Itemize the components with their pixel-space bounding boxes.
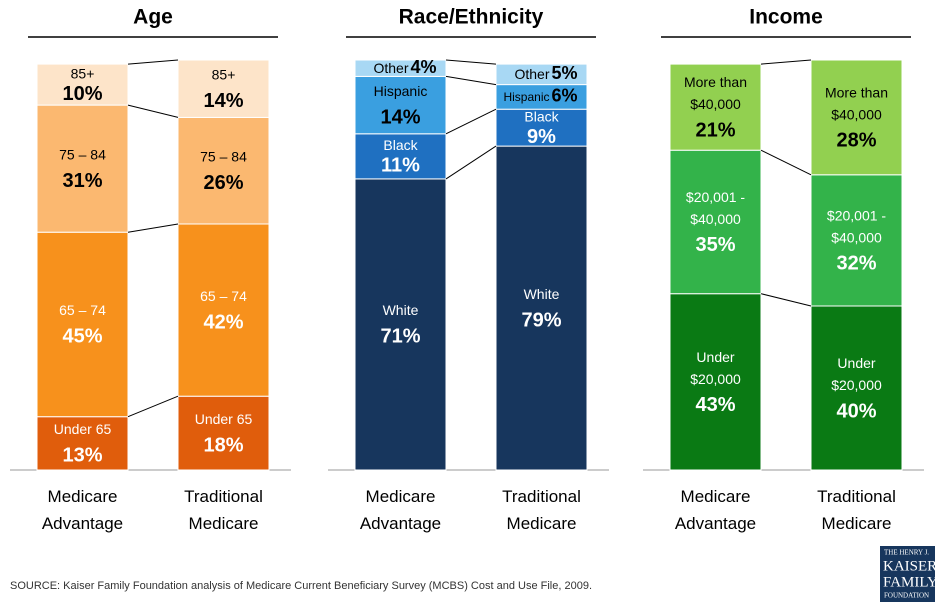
value-label: 6% <box>552 86 578 106</box>
logo-text: THE HENRY J. <box>884 549 929 557</box>
bar-segment <box>495 84 588 110</box>
value-label: 11% <box>381 155 420 177</box>
value-label: 14% <box>380 106 420 128</box>
bar-segment <box>669 149 762 295</box>
category-label: Medicare Advantage <box>675 487 756 533</box>
connector <box>760 59 812 65</box>
bar-segment <box>495 145 588 471</box>
value-label: 71% <box>380 326 420 348</box>
segment-name: White <box>383 302 419 318</box>
bar-segment <box>810 59 903 176</box>
segment-name: Hispanic <box>374 83 428 99</box>
chart-title: Income <box>749 6 823 29</box>
segment-name: Under $20,000 <box>690 349 741 387</box>
bar-segment <box>354 75 447 135</box>
bar-segment <box>177 59 270 118</box>
logo-text: FOUNDATION <box>884 592 929 600</box>
connector <box>445 75 497 86</box>
segment-name: 85+ <box>71 65 95 81</box>
value-label: 9% <box>527 126 556 148</box>
value-label: 4% <box>411 57 437 77</box>
connector <box>760 293 812 307</box>
bar-segment <box>36 416 129 471</box>
segment-name: 75 – 84 <box>59 146 106 162</box>
segment-name: Black <box>383 137 418 153</box>
value-label: 13% <box>62 445 102 467</box>
value-label: 32% <box>836 253 876 275</box>
connector <box>445 145 497 180</box>
segment-name: Other <box>514 66 549 82</box>
connector <box>445 108 497 135</box>
bar-segment <box>36 104 129 233</box>
bar-segment <box>354 133 447 180</box>
logo-text: FAMILY <box>883 574 935 590</box>
connector <box>127 395 179 418</box>
segment-name: More than $40,000 <box>684 74 747 112</box>
segment-name: 75 – 84 <box>200 148 247 164</box>
bar-segment <box>810 305 903 471</box>
bar-segment <box>495 63 588 86</box>
value-label: 28% <box>836 130 876 152</box>
segment-name: 65 – 74 <box>200 288 247 304</box>
value-label: 35% <box>695 234 735 256</box>
category-label: Traditional Medicare <box>502 487 581 533</box>
value-label: 10% <box>62 83 102 105</box>
segment-name: Under 65 <box>195 411 253 427</box>
category-label: Medicare Advantage <box>360 487 441 533</box>
connector <box>445 59 497 65</box>
value-label: 42% <box>203 311 243 333</box>
value-label: 79% <box>521 309 561 331</box>
connector <box>127 104 179 118</box>
logo-text: KAISER <box>883 558 935 574</box>
category-label: Traditional Medicare <box>817 487 896 533</box>
value-label: 14% <box>203 90 243 112</box>
chart-title: Age <box>133 6 173 29</box>
bar-segment <box>669 63 762 151</box>
segment-name: More than $40,000 <box>825 84 888 122</box>
segment-name: Other <box>373 60 408 76</box>
category-label: Traditional Medicare <box>184 487 263 533</box>
value-label: 26% <box>203 172 243 194</box>
connector <box>760 149 812 176</box>
segment-name: Black <box>524 108 559 124</box>
bar-segment <box>36 231 129 418</box>
bar-segment <box>495 108 588 147</box>
segment-name: Under 65 <box>54 421 112 437</box>
bar-segment <box>177 116 270 225</box>
source-note: SOURCE: Kaiser Family Foundation analysi… <box>10 580 592 592</box>
bar-segment <box>354 59 447 77</box>
bar-segment <box>669 293 762 471</box>
value-label: 5% <box>552 63 578 83</box>
value-label: 21% <box>695 119 735 141</box>
bar-segment <box>36 63 129 106</box>
segment-name: Under $20,000 <box>831 355 882 393</box>
connector <box>127 223 179 233</box>
value-label: 43% <box>695 394 735 416</box>
bar-segment <box>177 223 270 397</box>
chart-title: Race/Ethnicity <box>399 6 544 29</box>
segment-name: White <box>524 286 560 302</box>
value-label: 31% <box>62 170 102 192</box>
segment-name: $20,001 -$40,000 <box>827 207 886 245</box>
logo-box <box>880 546 935 602</box>
value-label: 18% <box>203 434 243 456</box>
segment-name: 85+ <box>212 66 236 82</box>
segment-name: $20,001 -$40,000 <box>686 189 745 227</box>
connector <box>127 59 179 65</box>
value-label: 45% <box>62 326 102 348</box>
segment-name: 65 – 74 <box>59 302 106 318</box>
bar-segment <box>810 174 903 307</box>
bar-segment <box>177 395 270 471</box>
category-label: Medicare Advantage <box>42 487 123 533</box>
bar-segment <box>354 178 447 471</box>
segment-name: Hispanic <box>503 90 549 104</box>
value-label: 40% <box>836 400 876 422</box>
